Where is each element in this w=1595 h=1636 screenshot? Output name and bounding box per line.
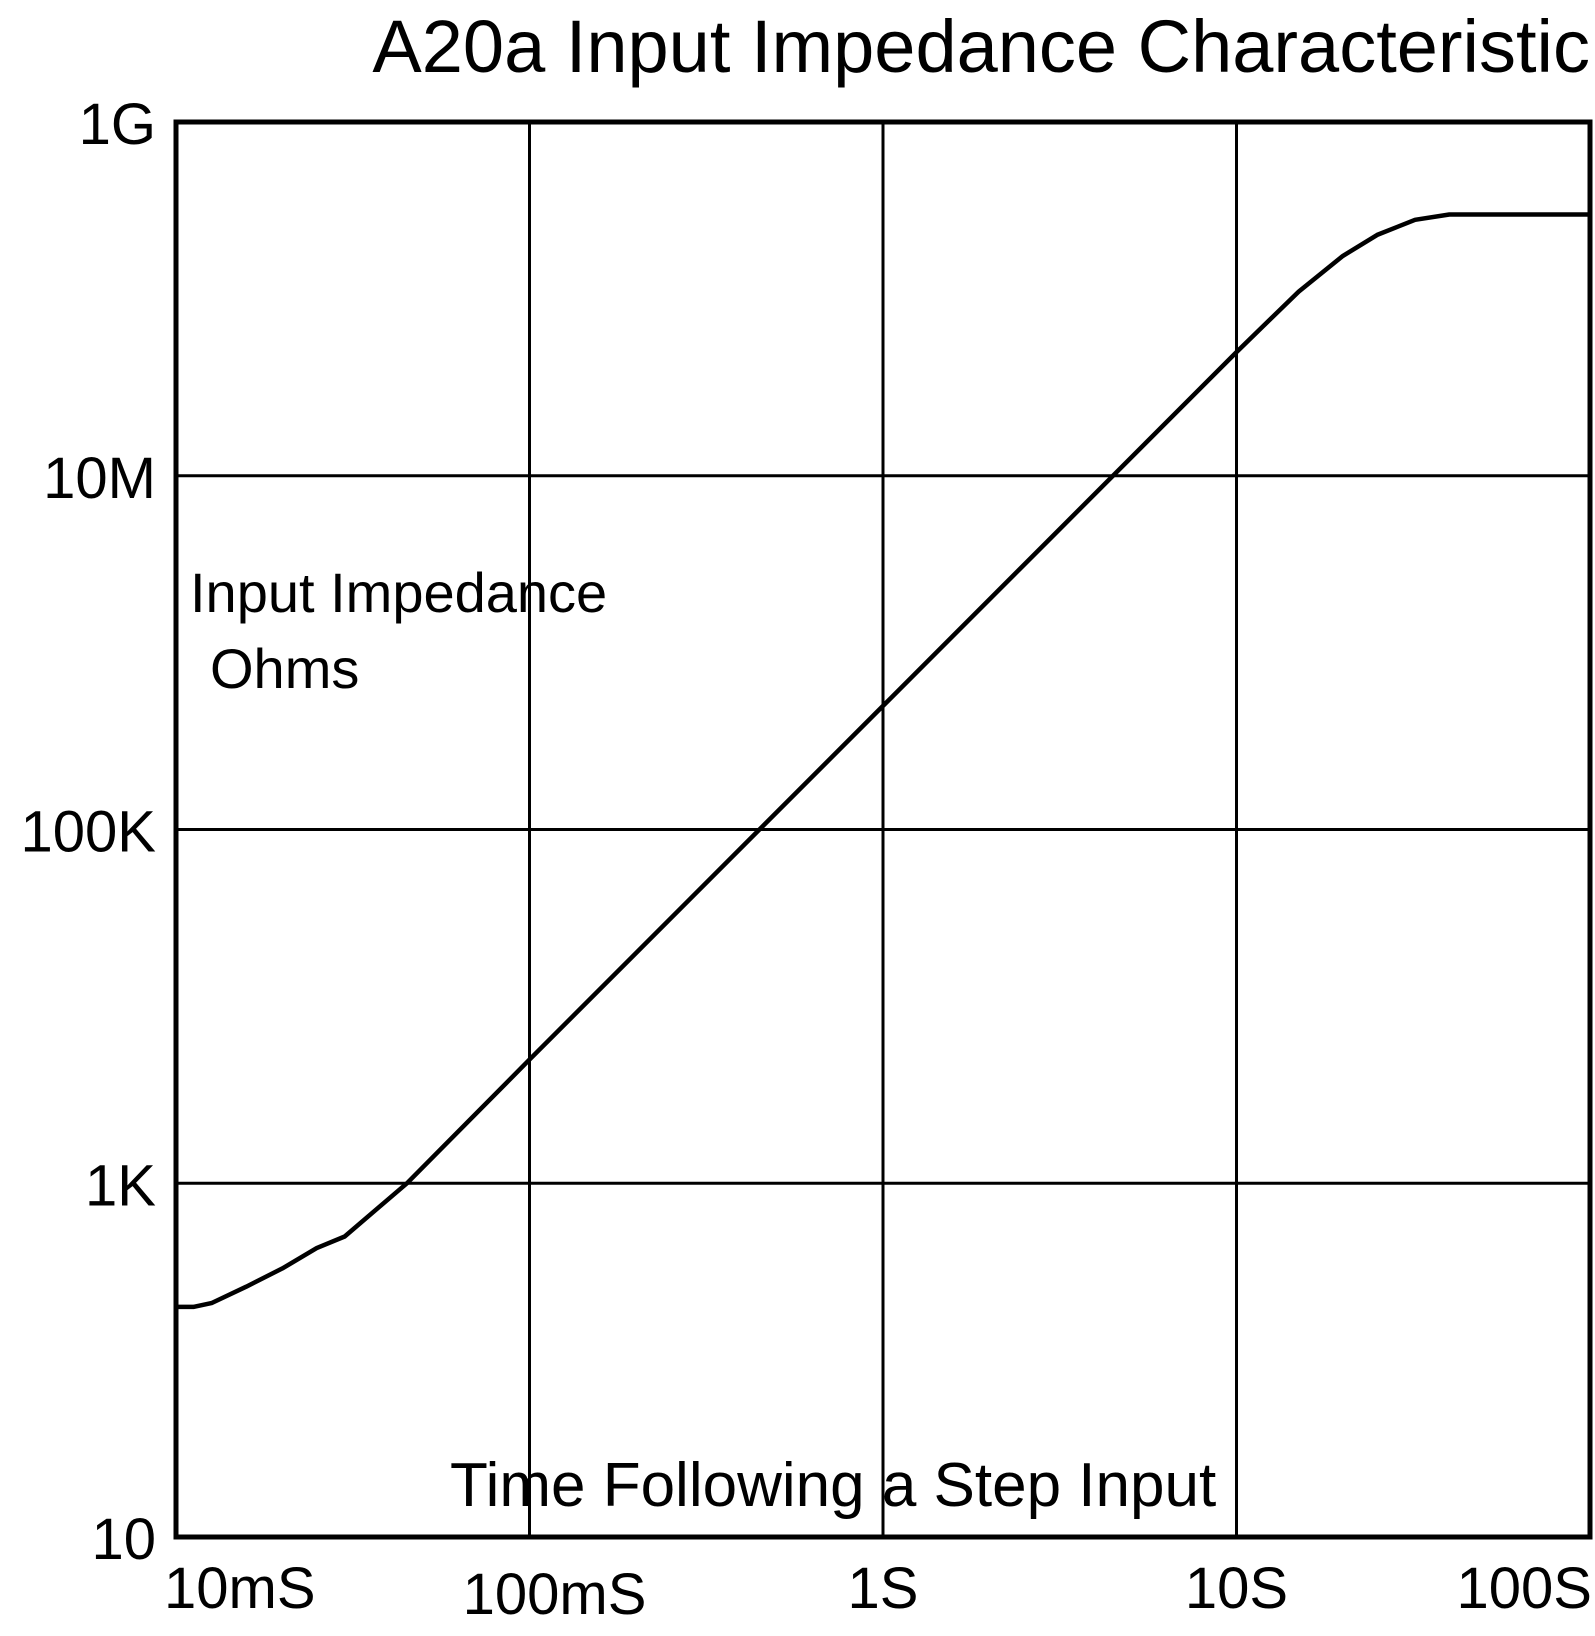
y-tick-label: 10M bbox=[43, 446, 156, 511]
y-tick-label: 100K bbox=[21, 800, 157, 865]
x-tick-label: 10mS bbox=[164, 1556, 316, 1621]
y-tick-label: 1G bbox=[79, 92, 156, 157]
x-tick-label: 1S bbox=[848, 1556, 919, 1621]
impedance-series-line bbox=[173, 212, 1593, 1310]
x-tick-label: 10S bbox=[1185, 1556, 1288, 1621]
y-axis-label-line-1: Input Impedance bbox=[190, 561, 607, 624]
grid-lines bbox=[176, 122, 1590, 1537]
y-tick-label: 1K bbox=[85, 1153, 156, 1218]
y-axis-label-line-2: Ohms bbox=[210, 637, 359, 700]
plot-frame bbox=[173, 119, 1593, 1540]
y-tick-label: 10 bbox=[91, 1507, 156, 1572]
tick-labels: 10mS 100mS 1S 10S 100S 10 1K 100K 10M 1G bbox=[21, 92, 1592, 1627]
chart-title: A20a Input Impedance Characteristic bbox=[372, 5, 1590, 88]
x-tick-label: 100mS bbox=[463, 1562, 647, 1627]
x-tick-label: 100S bbox=[1457, 1556, 1592, 1621]
series-layer bbox=[173, 212, 1593, 1310]
x-axis-label: Time Following a Step Input bbox=[450, 1451, 1216, 1520]
